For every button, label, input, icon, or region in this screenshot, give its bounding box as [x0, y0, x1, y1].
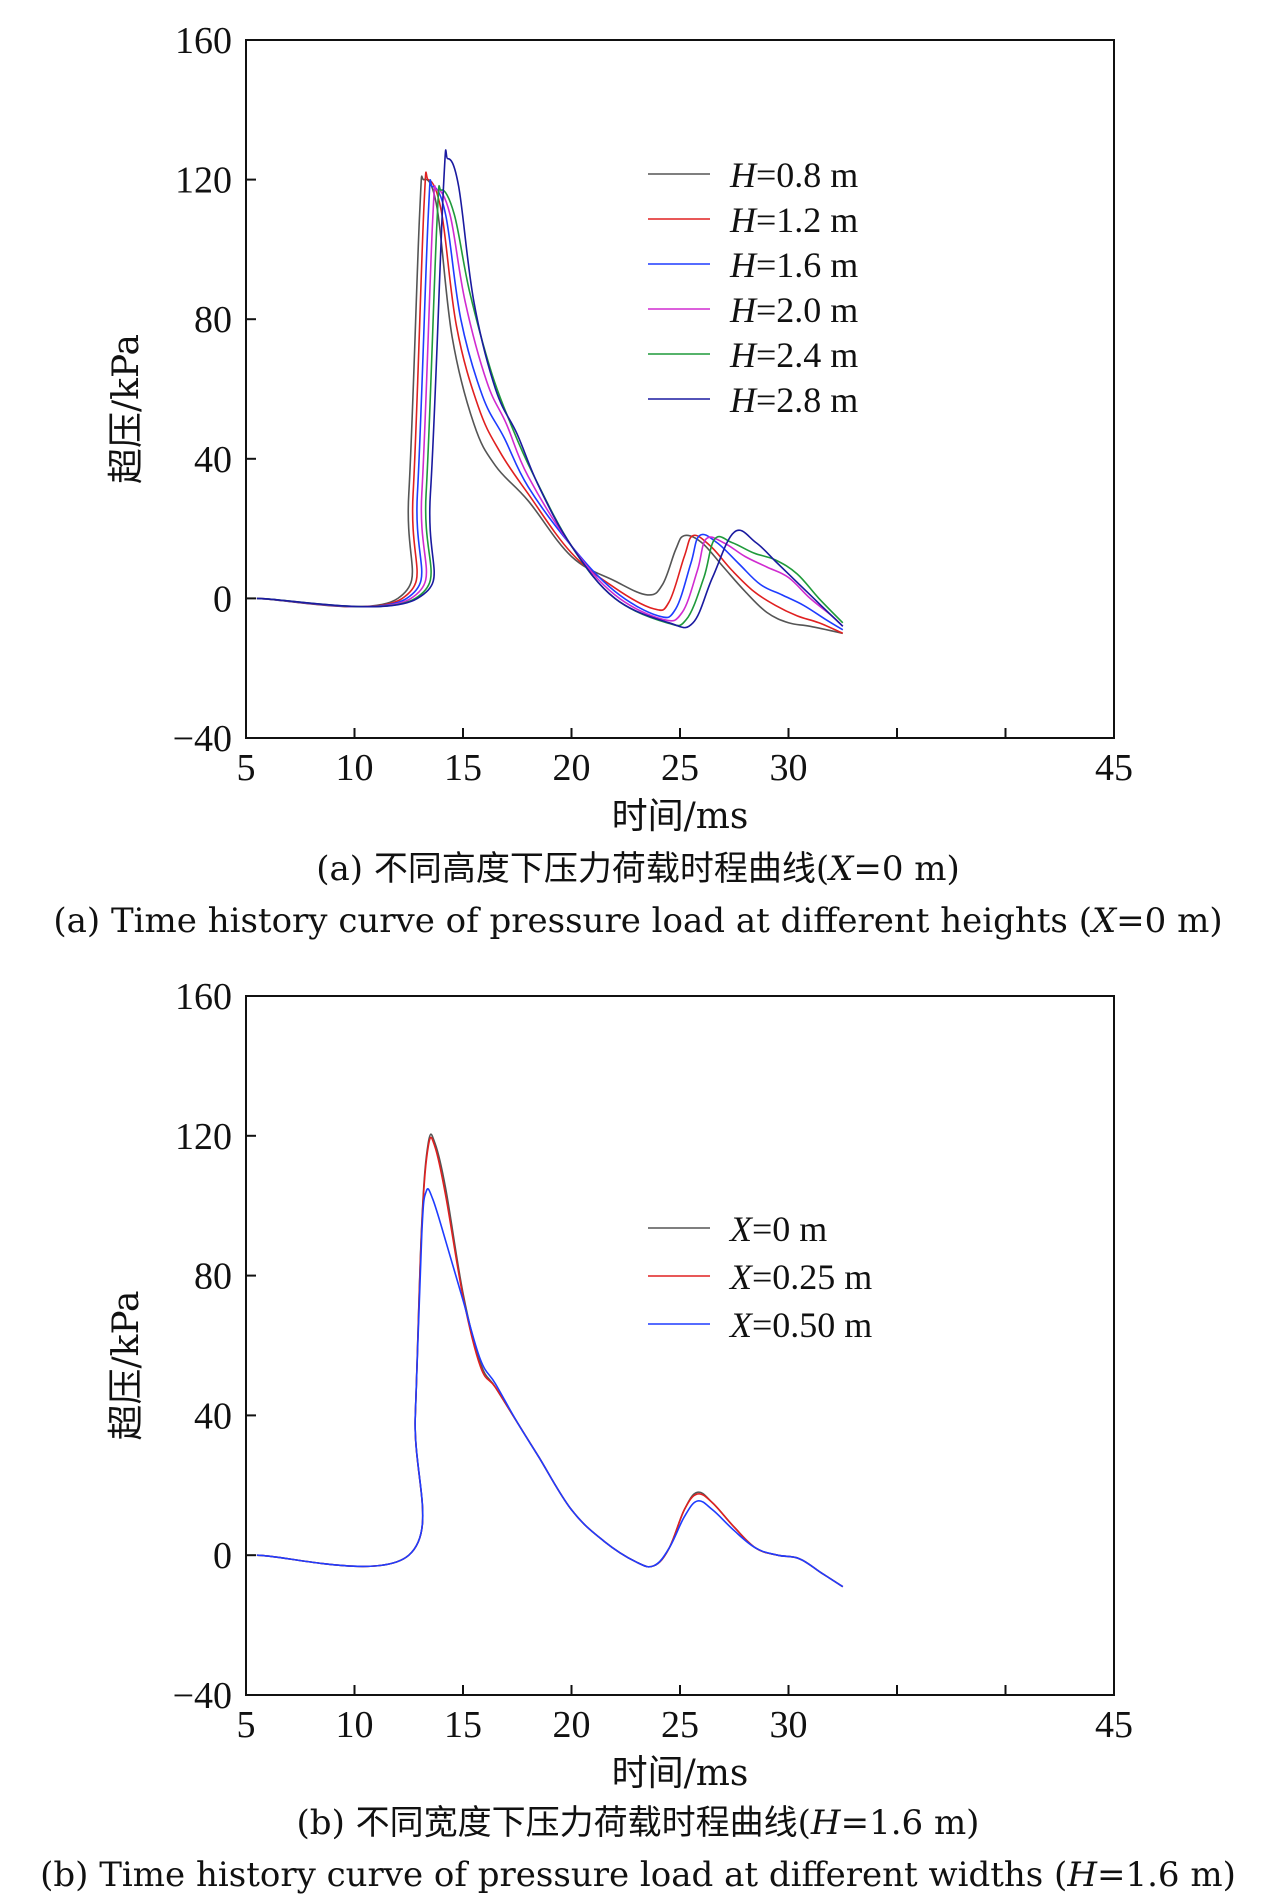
legend-label: X=0 m: [728, 1209, 827, 1249]
y-tick-label: −40: [173, 1675, 232, 1717]
y-tick-label: 160: [175, 20, 232, 62]
x-tick-label: 45: [1095, 1704, 1133, 1746]
x-tick-label: 30: [770, 1704, 808, 1746]
y-tick-label: 0: [213, 578, 232, 620]
chart-panel-b: 5 10 15 20 25 30 45 −40 0 40 80 120 160 时间/ms 超压/kPa X=…: [40, 976, 1236, 1895]
legend-label: X=0.50 m: [728, 1305, 872, 1345]
x-tick-label: 25: [661, 747, 699, 789]
y-tick-label: 80: [194, 1256, 232, 1298]
legend-label: X=0.25 m: [728, 1257, 872, 1297]
x-tick-label: 15: [444, 1704, 482, 1746]
y-tick-label: 160: [175, 976, 232, 1018]
y-tick-label: 0: [213, 1535, 232, 1577]
y-tick-label: −40: [173, 718, 232, 760]
plot-frame: [245, 995, 1115, 1696]
x-axis-label: 时间/ms: [612, 796, 749, 837]
x-axis-label: 时间/ms: [612, 1753, 749, 1794]
x-tick-label: 30: [770, 747, 808, 789]
y-axis-label: 超压/kPa: [106, 334, 147, 484]
series-line: [256, 171, 844, 635]
series-line: [256, 149, 844, 629]
legend-label: H=0.8 m: [729, 155, 858, 195]
caption-cn: (a) 不同高度下压力荷载时程曲线(X=0 m): [316, 849, 960, 889]
y-axis-label: 超压/kPa: [106, 1290, 147, 1440]
x-tick-label: 10: [336, 1704, 374, 1746]
x-tick-label: 20: [553, 1704, 591, 1746]
legend-label: H=2.8 m: [729, 380, 858, 420]
legend-label: H=1.2 m: [729, 200, 858, 240]
y-tick-label: 40: [194, 439, 232, 481]
caption-cn: (b) 不同宽度下压力荷载时程曲线(H=1.6 m): [297, 1803, 980, 1843]
x-tick-label: 5: [237, 1704, 256, 1746]
legend-label: H=2.4 m: [729, 335, 858, 375]
caption-en: (b) Time history curve of pressure load …: [40, 1855, 1236, 1895]
chart-panel-a: 5 10 15 20 25 30 45 −40 0 40 80 120 160 时间/ms 超压/kPa H=…: [53, 20, 1222, 941]
y-tick-label: 120: [175, 160, 232, 202]
series-line: [256, 1136, 844, 1588]
x-tick-label: 20: [553, 747, 591, 789]
legend-label: H=1.6 m: [729, 245, 858, 285]
y-tick-label: 40: [194, 1395, 232, 1437]
x-tick-label: 5: [237, 747, 256, 789]
series-line: [256, 1133, 844, 1588]
x-tick-label: 15: [444, 747, 482, 789]
plot-frame: [245, 39, 1115, 739]
series-line: [256, 1188, 844, 1588]
y-tick-label: 120: [175, 1116, 232, 1158]
caption-en: (a) Time history curve of pressure load …: [53, 901, 1222, 941]
x-tick-label: 10: [336, 747, 374, 789]
x-tick-label: 25: [661, 1704, 699, 1746]
legend-label: H=2.0 m: [729, 290, 858, 330]
y-tick-label: 80: [194, 299, 232, 341]
series-line: [256, 175, 843, 635]
x-tick-label: 45: [1095, 747, 1133, 789]
